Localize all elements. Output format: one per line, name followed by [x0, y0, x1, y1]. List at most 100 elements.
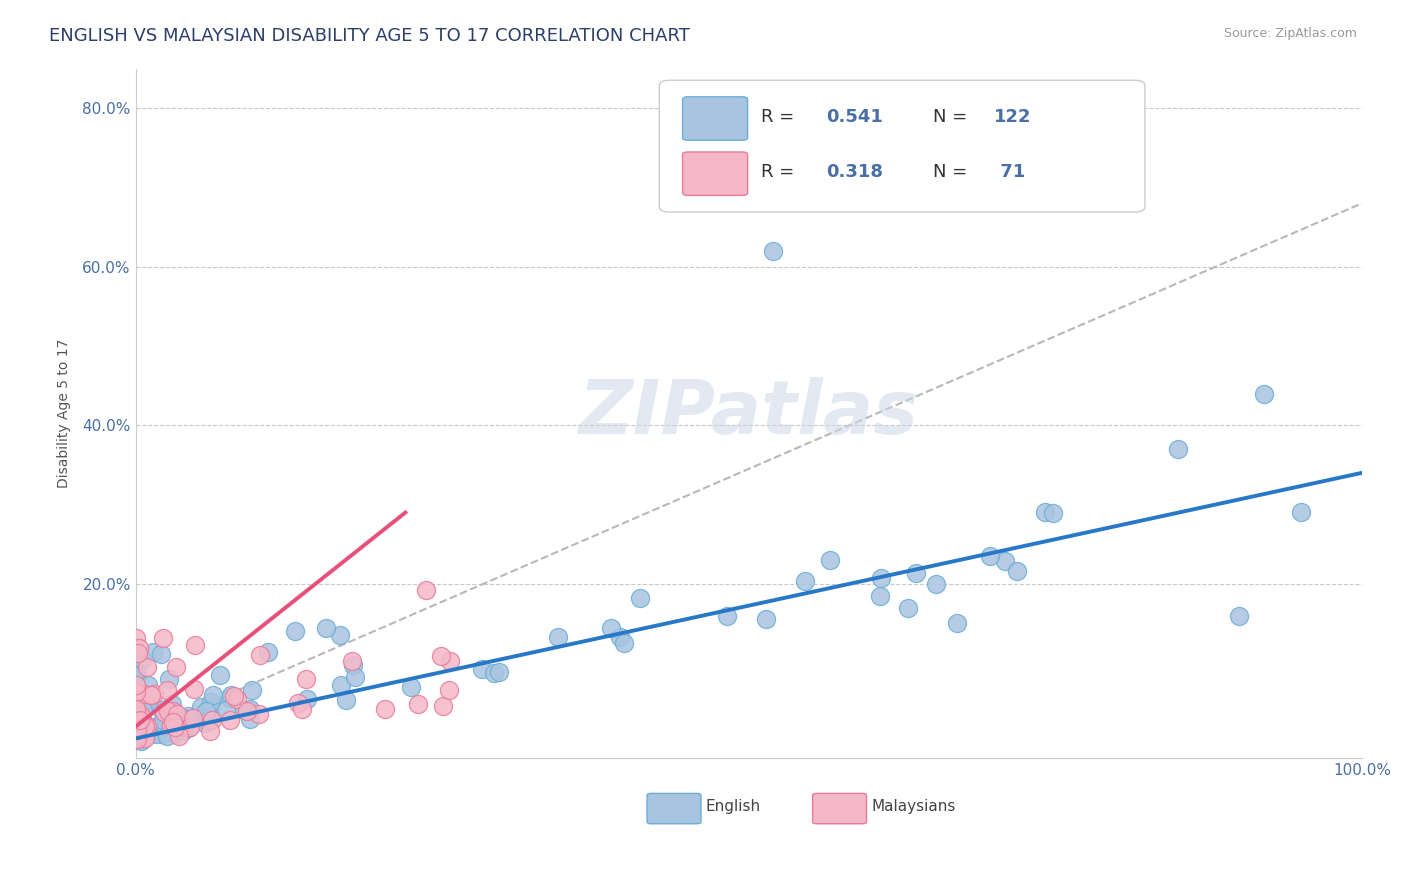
English	[125, 700, 148, 714]
English	[124, 732, 146, 747]
Text: Malaysians: Malaysians	[872, 799, 956, 814]
Text: R =: R =	[761, 163, 800, 181]
Malaysians	[128, 714, 150, 728]
English	[297, 692, 319, 706]
English	[153, 716, 176, 731]
English	[283, 624, 305, 639]
English	[128, 718, 150, 732]
English	[177, 721, 200, 735]
English	[138, 727, 160, 741]
English	[794, 574, 817, 589]
Malaysians	[132, 731, 155, 745]
Malaysians	[139, 689, 162, 703]
English	[344, 670, 367, 684]
Malaysians	[201, 713, 224, 727]
English	[125, 719, 148, 733]
Malaysians	[125, 702, 148, 716]
Malaysians	[181, 711, 204, 725]
English	[201, 688, 224, 702]
English	[136, 696, 159, 710]
English	[869, 589, 891, 603]
English	[131, 733, 153, 747]
Malaysians	[135, 719, 157, 733]
English	[471, 662, 494, 676]
Malaysians	[219, 713, 242, 727]
English	[125, 714, 148, 729]
English	[152, 713, 174, 727]
English	[238, 712, 260, 726]
English	[219, 690, 242, 705]
Malaysians	[124, 708, 146, 723]
English	[1005, 564, 1028, 578]
English	[1167, 442, 1189, 456]
English	[131, 651, 153, 665]
English	[925, 577, 948, 591]
English	[145, 726, 167, 740]
FancyBboxPatch shape	[647, 793, 702, 823]
English	[716, 608, 738, 623]
Malaysians	[129, 709, 152, 723]
Text: English: English	[706, 799, 761, 814]
English	[233, 703, 256, 717]
English	[762, 244, 785, 258]
Malaysians	[295, 673, 318, 687]
English	[135, 717, 157, 731]
English	[200, 695, 222, 709]
Malaysians	[125, 708, 148, 723]
English	[1227, 608, 1250, 623]
Malaysians	[439, 682, 461, 697]
English	[897, 600, 920, 615]
English	[125, 697, 148, 711]
English	[125, 727, 148, 741]
Malaysians	[134, 731, 156, 745]
English	[239, 701, 262, 715]
English	[979, 549, 1001, 563]
English	[127, 715, 149, 730]
English	[124, 725, 146, 739]
English	[127, 722, 149, 736]
Malaysians	[134, 720, 156, 734]
Malaysians	[125, 730, 148, 744]
Text: R =: R =	[761, 108, 800, 126]
English	[482, 665, 505, 680]
Malaysians	[152, 631, 174, 645]
English	[156, 706, 179, 720]
Malaysians	[200, 723, 222, 738]
Malaysians	[225, 692, 247, 706]
English	[609, 631, 631, 645]
Malaysians	[162, 704, 184, 718]
Malaysians	[179, 720, 201, 734]
English	[870, 571, 893, 585]
English	[125, 724, 148, 739]
Malaysians	[124, 716, 146, 731]
Malaysians	[129, 721, 152, 735]
Malaysians	[125, 723, 148, 738]
Malaysians	[125, 732, 148, 747]
Malaysians	[162, 715, 184, 730]
Malaysians	[124, 707, 146, 722]
FancyBboxPatch shape	[659, 80, 1144, 212]
English	[195, 704, 218, 718]
English	[628, 591, 651, 605]
Malaysians	[415, 582, 437, 597]
English	[127, 668, 149, 682]
English	[131, 703, 153, 717]
Malaysians	[127, 646, 149, 660]
Malaysians	[143, 687, 166, 701]
English	[172, 724, 194, 739]
Malaysians	[128, 640, 150, 655]
Malaysians	[125, 704, 148, 718]
English	[150, 703, 173, 717]
English	[125, 716, 148, 731]
Malaysians	[125, 729, 148, 743]
Malaysians	[342, 654, 364, 668]
Malaysians	[127, 727, 149, 741]
English	[1033, 505, 1056, 519]
English	[135, 723, 157, 738]
English	[159, 714, 181, 729]
Text: 0.318: 0.318	[827, 163, 883, 181]
FancyBboxPatch shape	[682, 152, 748, 195]
Malaysians	[224, 689, 246, 703]
English	[1042, 506, 1064, 520]
English	[131, 729, 153, 743]
